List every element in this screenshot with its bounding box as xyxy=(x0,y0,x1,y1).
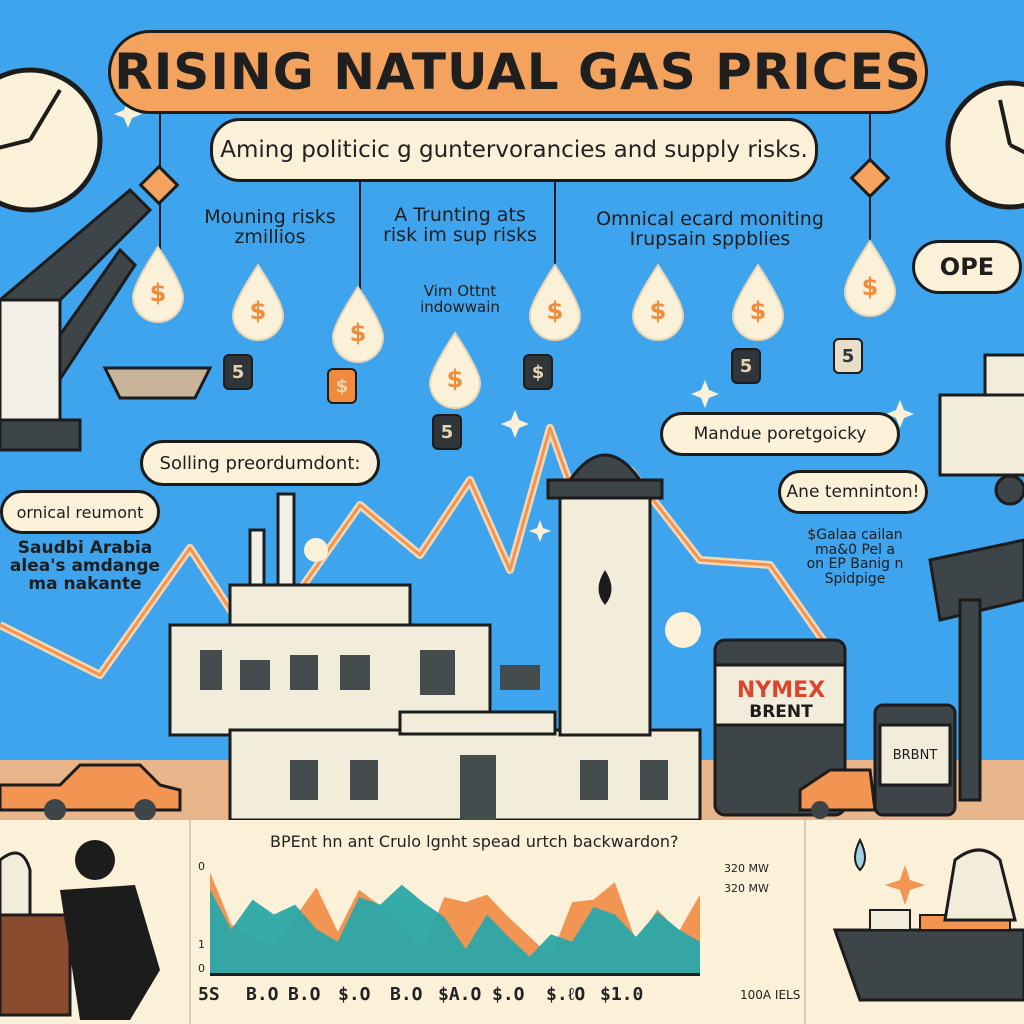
chart-right-label: 320 MW xyxy=(724,882,769,895)
caption-vim: Vim Ottnt indowwain xyxy=(420,282,500,316)
car-icon xyxy=(0,763,182,821)
gas-drop-icon: $ xyxy=(628,263,688,341)
chart-title: BPEnt hn ant Crulo lgnht spead urtch bac… xyxy=(270,832,679,851)
chart-panel-decor xyxy=(0,820,1024,1024)
building-illustration xyxy=(168,453,702,822)
x-tick: $.ℓO xyxy=(546,984,586,1005)
title-banner: RISING NATUAL GAS PRICES xyxy=(108,30,928,114)
caption-saudi-arabia: Saudbi Arabia alea's amdange ma nakante xyxy=(9,538,161,594)
gas-drop-icon: $ xyxy=(525,263,585,341)
bubble-omical: ornical reumont xyxy=(0,490,160,534)
gas-drop-icon: $ xyxy=(228,263,288,341)
caption-omnical: Omnical ecard moniting Irupsain sppblies xyxy=(596,208,824,250)
x-tick: $.O xyxy=(492,984,525,1005)
clock-icon xyxy=(945,80,1024,210)
dollar-sign: $ xyxy=(861,273,879,301)
x-tick: B.O xyxy=(390,984,423,1005)
fuel-canister-icon: 5 xyxy=(223,354,253,390)
bubble-ane: Ane temninton! xyxy=(778,470,928,514)
subtitle-banner: Aming politicic g guntervorancies and su… xyxy=(210,118,818,182)
x-tick: $A.O xyxy=(438,984,482,1005)
caption-mounting-risks: Mouning risks zmillios xyxy=(204,206,336,248)
page-title: RISING NATUAL GAS PRICES xyxy=(114,43,922,101)
fuel-canister-icon: 5 xyxy=(833,338,863,374)
y-tick: 0 xyxy=(198,962,205,975)
gas-drop-icon: $ xyxy=(128,245,188,323)
x-tick: 5S xyxy=(198,984,220,1005)
x-tick: B.O xyxy=(288,984,321,1005)
nymex-label: NYMEX xyxy=(736,678,826,703)
y-tick: 0 xyxy=(198,860,205,873)
bubble-ope: OPE xyxy=(912,240,1022,294)
bubble-mandue: Mandue poretgoicky xyxy=(660,412,900,456)
people-illustration-left xyxy=(0,840,160,1020)
nymex-barrel xyxy=(713,638,847,817)
fuel-canister-icon: $ xyxy=(523,354,553,390)
fuel-canister-icon: 5 xyxy=(731,348,761,384)
brent-label: BRENT xyxy=(749,702,813,722)
pump-jack-icon xyxy=(928,538,1024,802)
dollar-sign: $ xyxy=(349,319,367,347)
dollar-sign: $ xyxy=(446,365,464,393)
x-tick: $.O xyxy=(338,984,371,1005)
dollar-sign: $ xyxy=(546,297,564,325)
ship-illustration xyxy=(832,848,1024,1002)
chart-right-label: 320 MW xyxy=(724,862,769,875)
dollar-sign: $ xyxy=(249,297,267,325)
gas-drop-icon: $ xyxy=(840,239,900,317)
gas-drop-icon: $ xyxy=(425,331,485,409)
dollar-sign: $ xyxy=(149,279,167,307)
clock-icon xyxy=(0,67,103,213)
x-tick: B.O xyxy=(246,984,279,1005)
fuel-canister-icon: $ xyxy=(327,368,357,404)
caption-sgalaa: $Galaa cailan ma&0 Pel a on EP Banig n S… xyxy=(806,527,904,588)
dollar-sign: $ xyxy=(649,297,667,325)
fuel-canister-icon: 5 xyxy=(432,414,462,450)
y-tick: 1 xyxy=(198,938,205,951)
chart-x-axis xyxy=(210,973,700,976)
bubble-solling: Solling preordumdont: xyxy=(140,440,380,486)
dollar-sign: $ xyxy=(749,297,767,325)
gas-drop-icon: $ xyxy=(728,263,788,341)
brent-barrel xyxy=(873,703,957,817)
series-area-teal xyxy=(210,884,700,974)
brent-small-label: BRBNT xyxy=(892,748,938,763)
gas-drop-icon: $ xyxy=(328,285,388,363)
caption-trunting: A Trunting ats risk im sup risks xyxy=(383,204,537,246)
page-subtitle: Aming politicic g guntervorancies and su… xyxy=(220,137,808,163)
x-tick: $1.0 xyxy=(600,984,644,1005)
chart-x-extra: 100A IELS xyxy=(740,988,801,1002)
truck-icon xyxy=(938,353,1024,506)
crane-icon xyxy=(0,187,153,452)
chart-plot xyxy=(210,872,700,974)
car-icon xyxy=(798,768,877,819)
